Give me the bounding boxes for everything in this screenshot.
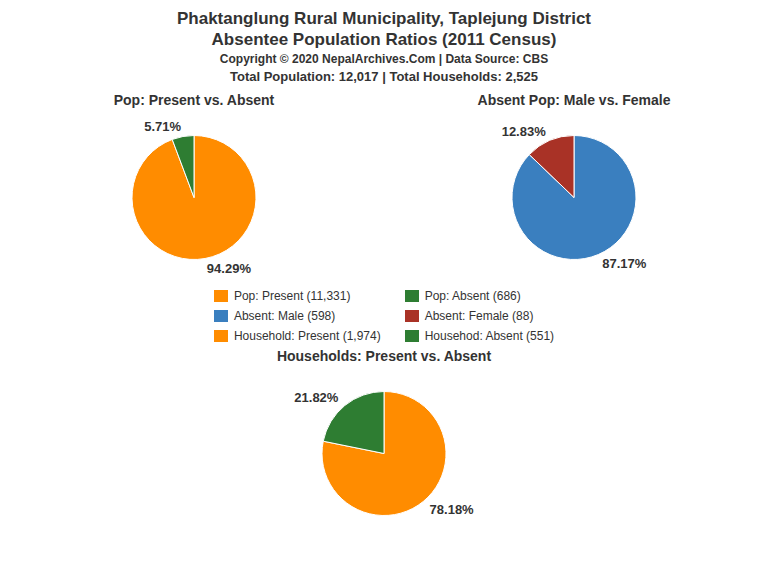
html-text:Total Population: 12,017 | Tot: Total Population: 12,017 | Total Househo… (230, 69, 538, 84)
html-text:Copyright © 2020 NepalArchives: Copyright © 2020 NepalArchives.Com | Dat… (219, 52, 549, 66)
html-text:Households: Present vs. Absent: Households: Present vs. Absent (276, 348, 492, 364)
svg-text:21.82%: 21.82% (294, 390, 339, 405)
html-text:Absent Pop: Male vs. Female: Absent Pop: Male vs. Female (477, 92, 671, 108)
svg-text:87.17%: 87.17% (602, 256, 647, 271)
html-text:Absent: Male (598): Absent: Male (598) (233, 308, 336, 323)
html-text:Household: Present (1,974): Household: Present (1,974) (233, 328, 381, 343)
html-text:Absent: Female (88): Absent: Female (88) (424, 308, 534, 323)
svg-text:5.71%: 5.71% (144, 119, 181, 134)
html-text:Pop: Present vs. Absent: Pop: Present vs. Absent (113, 92, 275, 108)
html-text:Househod: Absent (551): Househod: Absent (551) (424, 328, 555, 343)
html-text:Phaktanglung Rural Municipalit: Phaktanglung Rural Municipality, Tapleju… (177, 9, 591, 28)
html-text:Absentee Population Ratios (20: Absentee Population Ratios (2011 Census) (211, 30, 557, 49)
svg-text:78.18%: 78.18% (430, 502, 475, 517)
html-text:Pop: Present (11,331): Pop: Present (11,331) (233, 288, 351, 303)
svg-text:12.83%: 12.83% (502, 124, 547, 139)
html-text:Pop: Absent (686): Pop: Absent (686) (424, 288, 521, 303)
svg-text:94.29%: 94.29% (207, 261, 252, 276)
